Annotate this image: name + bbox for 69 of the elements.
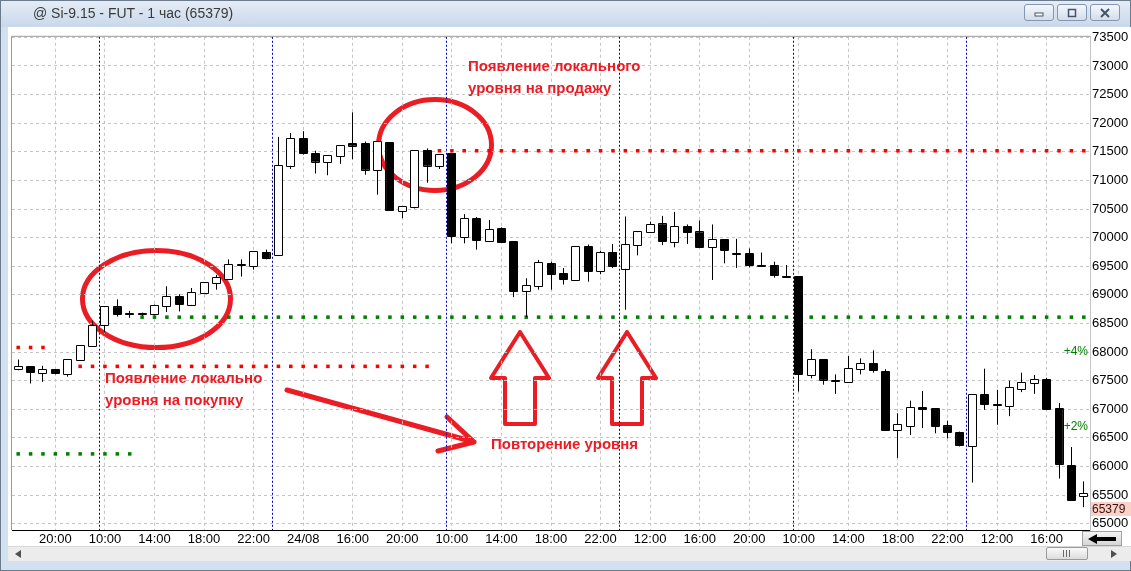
chart-title: @ Si-9.15 - FUT - 1 час (65379) — [33, 5, 234, 22]
candlestick — [819, 359, 828, 386]
y-tick-label: 69000 — [1092, 286, 1129, 302]
candlestick — [1030, 374, 1039, 395]
annotation: Повторение уровня — [491, 434, 639, 454]
x-tick-label: 20:00 — [732, 531, 766, 547]
candlestick — [658, 215, 667, 246]
y-tick-label: 73000 — [1092, 57, 1129, 73]
y-tick-label: 70500 — [1092, 200, 1129, 216]
x-tick-label: 22:00 — [931, 531, 964, 547]
candlestick — [844, 355, 853, 383]
x-tick-label: 14:00 — [138, 531, 171, 547]
x-tick-label: 16:00 — [336, 531, 370, 547]
y-tick-label: 69500 — [1092, 257, 1129, 273]
candlestick — [522, 277, 531, 318]
x-tick-label: 20:00 — [39, 531, 72, 547]
x-tick-label: 10:00 — [782, 531, 816, 547]
y-tick-label: 68000 — [1092, 343, 1129, 359]
x-tick-label: 14:00 — [485, 531, 518, 547]
candlestick — [100, 305, 109, 334]
candlestick — [1005, 380, 1014, 417]
y-tick-label: 72500 — [1092, 86, 1129, 102]
candlestick — [918, 390, 927, 429]
candlestick — [336, 145, 345, 165]
y-tick-label: 71000 — [1092, 171, 1129, 187]
annotation: Появление локально уровня на покупку — [105, 368, 263, 410]
candlestick — [472, 216, 481, 251]
x-tick-label: 16:00 — [683, 531, 716, 547]
y-tick-label: 72000 — [1092, 114, 1129, 130]
candlestick — [237, 258, 246, 278]
y-tick-label: 73500 — [1092, 28, 1129, 44]
x-tick-label: 18:00 — [187, 531, 221, 547]
y-tick-label: 71500 — [1092, 143, 1129, 159]
x-tick-label: 18:00 — [534, 531, 568, 547]
x-tick-label: 24/08 — [286, 531, 320, 547]
candlestick — [683, 223, 692, 245]
candlestick — [1079, 480, 1088, 508]
y-tick-label: 67500 — [1092, 372, 1129, 388]
annotation: +2% — [1063, 419, 1088, 433]
x-tick-label: 12:00 — [980, 531, 1014, 547]
candlestick — [745, 248, 754, 268]
candlestick — [906, 400, 915, 436]
candlestick — [931, 408, 940, 434]
candlestick — [670, 211, 679, 248]
candlestick — [596, 250, 605, 275]
candlestick — [980, 368, 989, 411]
x-tick-label: 18:00 — [881, 531, 915, 547]
y-tick-label: 67000 — [1092, 400, 1129, 416]
annotation: +4% — [1063, 344, 1088, 358]
x-tick-label: 22:00 — [237, 531, 270, 547]
y-tick-label: 66000 — [1092, 458, 1129, 474]
x-tick-label: 12:00 — [633, 531, 667, 547]
candlestick — [807, 348, 816, 379]
candlestick — [348, 111, 357, 160]
annotation: Появление локального уровня на продажу — [468, 56, 641, 98]
candlestick — [633, 231, 642, 256]
x-tick-label: 14:00 — [832, 531, 865, 547]
x-tick-label: 16:00 — [1030, 531, 1063, 547]
y-tick-label: 65500 — [1092, 486, 1129, 502]
y-tick-label: 68500 — [1092, 315, 1129, 331]
text: 65379 — [1091, 502, 1131, 516]
y-tick-label: 70000 — [1092, 229, 1129, 245]
x-tick-label: 10:00 — [88, 531, 122, 547]
candlestick — [695, 219, 704, 248]
y-tick-label: 66500 — [1092, 429, 1129, 445]
x-tick-label: 20:00 — [386, 531, 419, 547]
y-tick-label: 65000 — [1092, 515, 1129, 531]
x-tick-label: 10:00 — [435, 531, 469, 547]
x-tick-label: 22:00 — [584, 531, 617, 547]
